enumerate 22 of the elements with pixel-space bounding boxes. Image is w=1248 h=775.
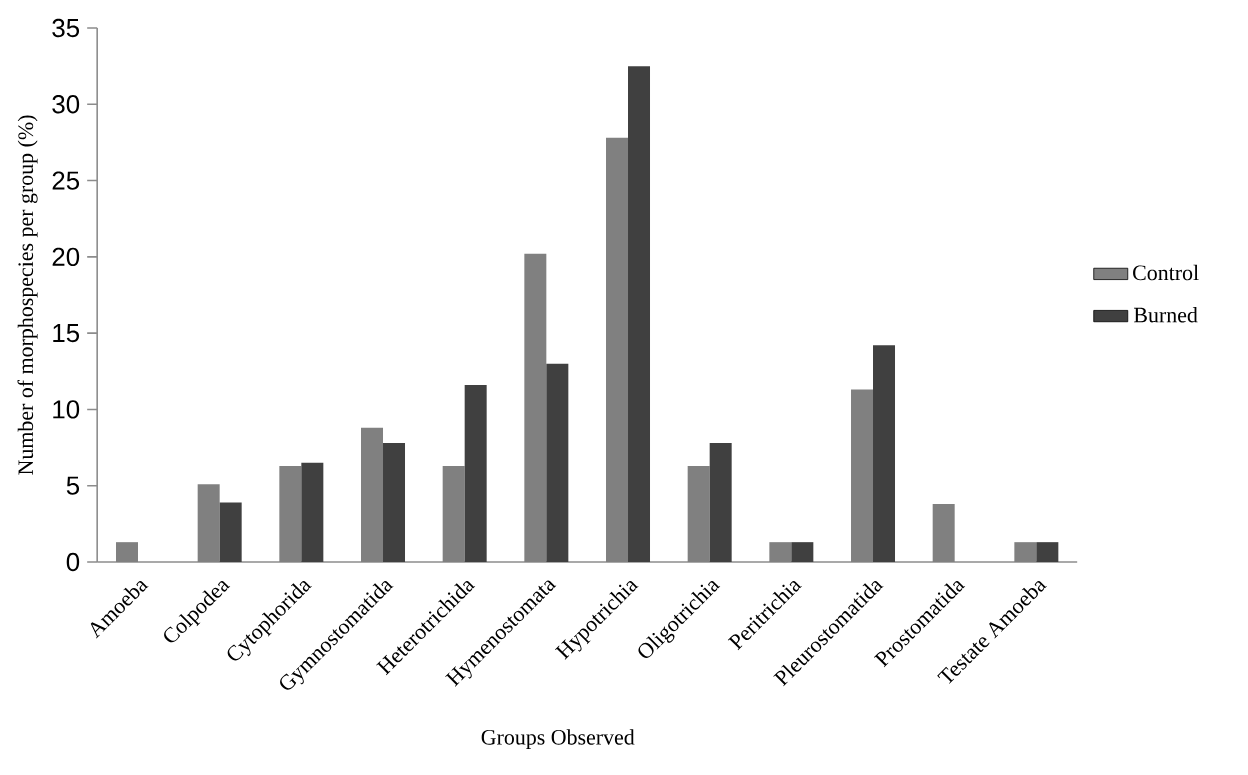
bar: [873, 345, 896, 562]
bar: [628, 66, 651, 562]
x-axis-title: Groups Observed: [481, 729, 635, 750]
bar: [709, 442, 732, 562]
y-tick-label: 35: [52, 18, 80, 38]
legend-label: Control: [1133, 264, 1199, 281]
bar: [1036, 542, 1059, 562]
y-tick-label: 30: [52, 95, 80, 114]
y-tick-label: 15: [53, 324, 80, 343]
legend-label: Burned: [1133, 307, 1198, 323]
y-tick-label: 0: [66, 552, 80, 572]
y-tick-label: 10: [53, 400, 80, 419]
bar: [301, 462, 324, 562]
y-tick-label: 25: [52, 171, 80, 190]
bar: [546, 363, 569, 562]
y-tick-label: 5: [66, 476, 80, 495]
y-axis-title: Number of morphospecies per group (%): [17, 115, 38, 475]
bar: [219, 502, 242, 562]
bar: [383, 442, 406, 562]
y-tick-label: 20: [52, 247, 80, 267]
bar: [464, 385, 487, 562]
bar: [791, 542, 814, 562]
